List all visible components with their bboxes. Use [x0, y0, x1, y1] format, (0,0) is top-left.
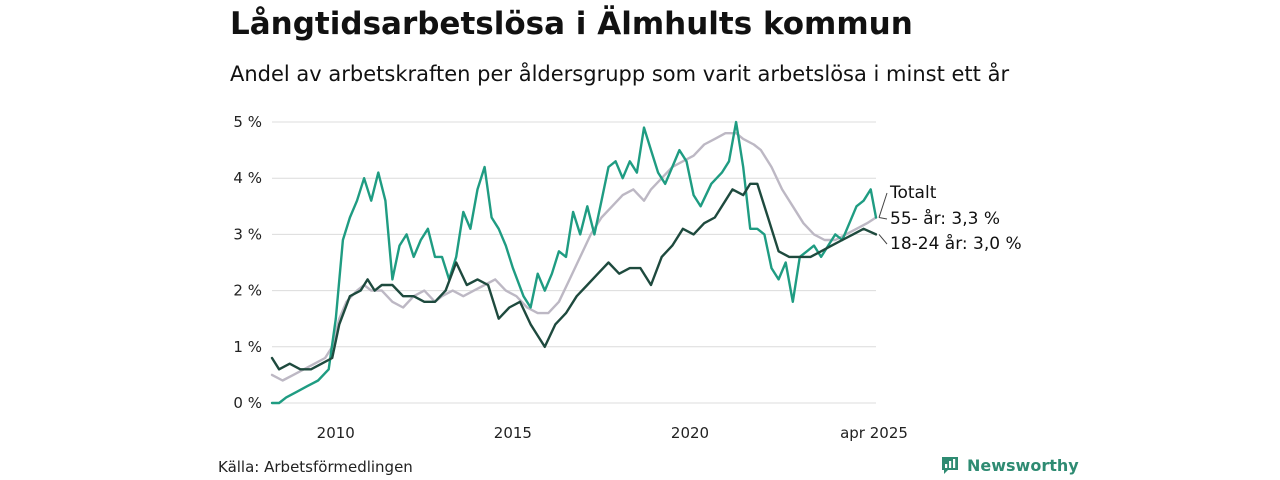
x-tick-label: 2010 [317, 424, 355, 442]
series-line [270, 132, 878, 382]
series-lines [270, 120, 878, 405]
x-axis-ticks: 2010 2015 2020 apr 2025 [317, 424, 908, 442]
series-end-label: Totalt [889, 183, 937, 203]
source-note: Källa: Arbetsförmedlingen [218, 458, 413, 476]
series-line [270, 182, 878, 371]
series-end-label: 18-24 år: 3,0 % [890, 233, 1022, 254]
y-tick-label: 5 % [233, 113, 262, 131]
leader-line [878, 217, 888, 220]
y-tick-label: 4 % [233, 169, 262, 187]
end-labels: 55- år: 3,3 % Totalt 18-24 år: 3,0 % [878, 183, 1022, 254]
series-line [270, 120, 878, 405]
x-tick-label: apr 2025 [840, 424, 908, 442]
x-tick-label: 2020 [671, 424, 709, 442]
y-tick-label: 3 % [233, 225, 262, 243]
x-tick-label: 2015 [494, 424, 532, 442]
brand-name: Newsworthy [967, 455, 1079, 475]
series-end-label: 55- år: 3,3 % [890, 208, 1000, 229]
chart-subtitle: Andel av arbetskraften per åldersgrupp s… [230, 62, 1010, 86]
leader-line [878, 192, 888, 218]
bar-chart-speech-bubble-icon [942, 457, 958, 474]
chart-title: Långtidsarbetslösa i Älmhults kommun [230, 6, 913, 42]
brand-logo: Newsworthy [940, 455, 1079, 475]
grid-lines [272, 121, 876, 404]
y-axis-ticks: 0 % 1 % 2 % 3 % 4 % 5 % [233, 113, 262, 412]
leader-line [878, 234, 888, 245]
y-tick-label: 0 % [233, 394, 262, 412]
y-tick-label: 2 % [233, 282, 262, 300]
y-tick-label: 1 % [233, 338, 262, 356]
